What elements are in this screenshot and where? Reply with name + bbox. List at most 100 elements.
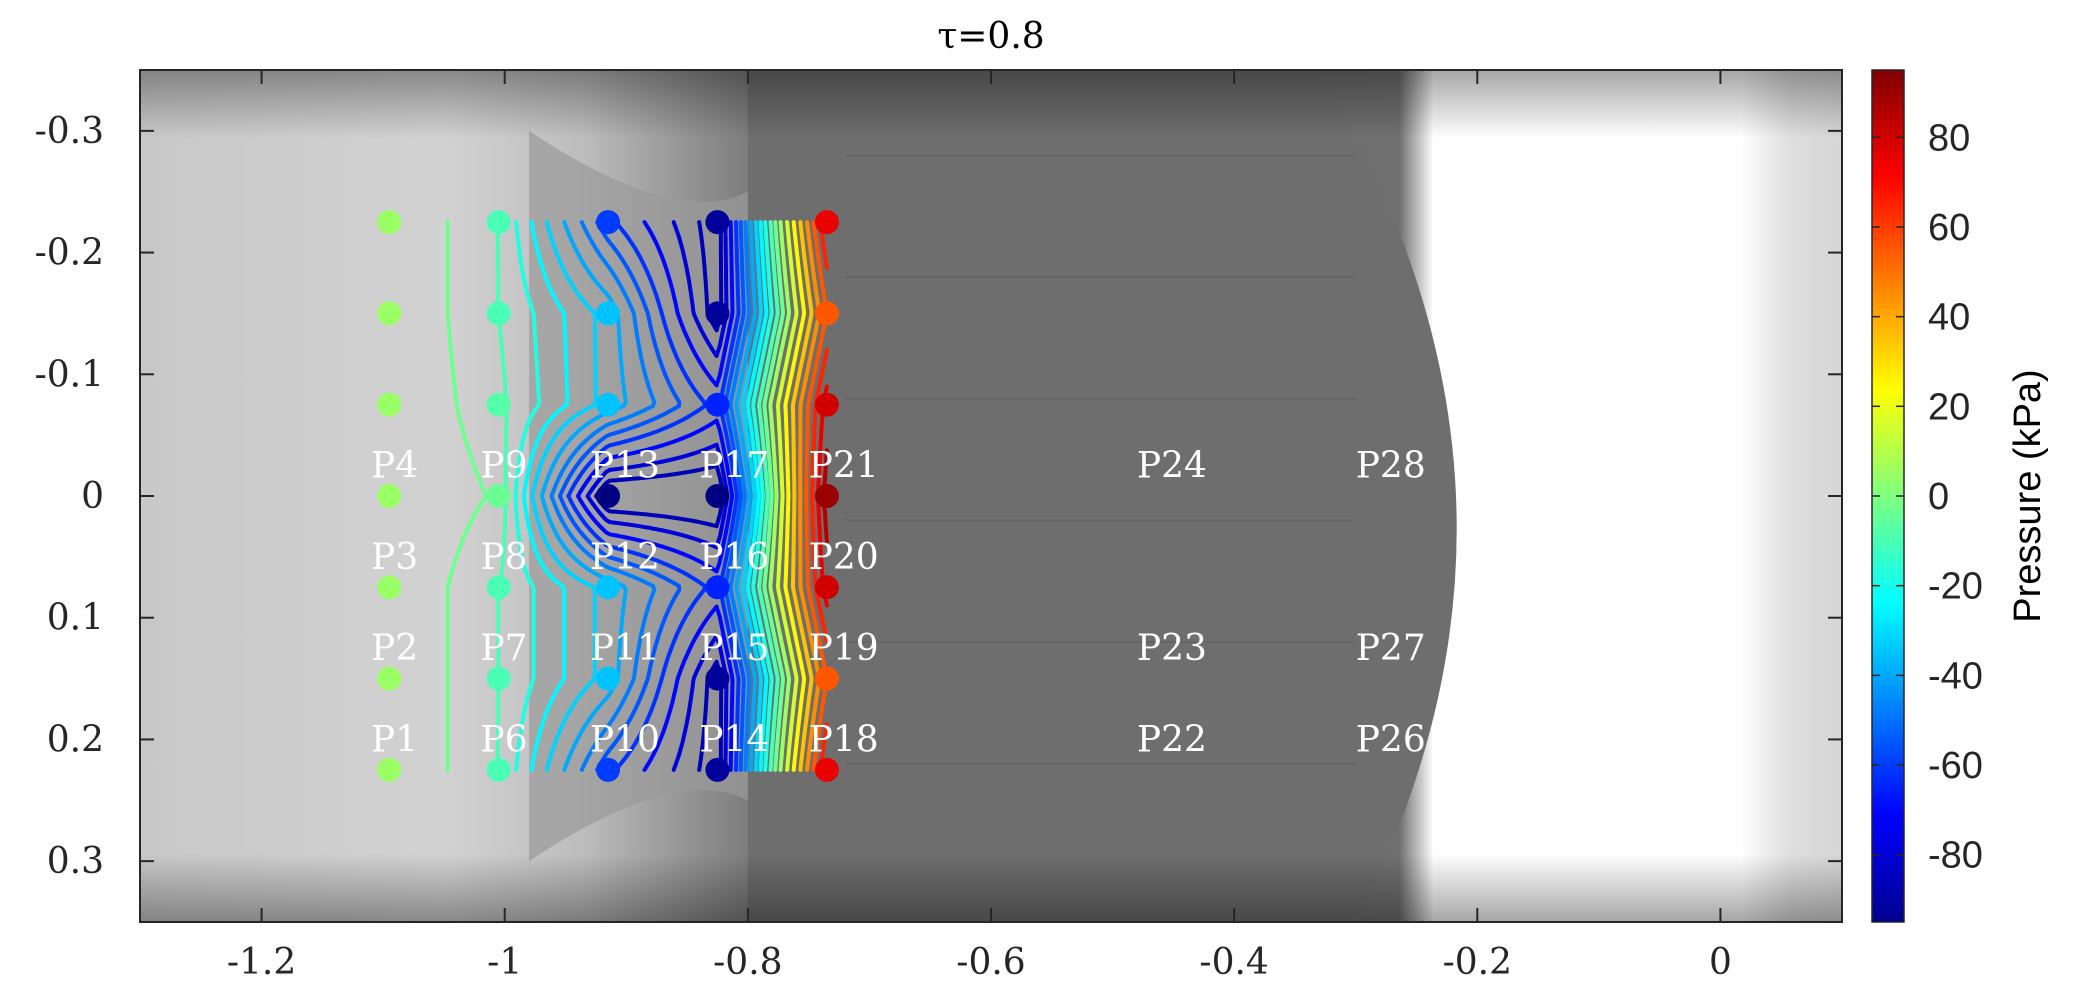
contour-line <box>445 220 785 772</box>
sensor-label: P <box>1575 719 1599 760</box>
contour-line <box>513 220 774 772</box>
colorbar-tick-label: 0 <box>1928 476 1949 518</box>
sensor-point <box>705 392 730 417</box>
sensor-point <box>486 757 511 782</box>
sensor-label: P21 <box>809 446 879 487</box>
y-tick-label: -0.1 <box>35 354 104 395</box>
contour-line <box>804 220 829 772</box>
sensor-point <box>486 484 511 508</box>
x-axis: -1.2 -1 -0.8 -0.6 -0.4 -0.2 0 <box>227 70 1732 983</box>
contour-line <box>585 220 730 772</box>
sensor-label: P4 <box>371 446 418 487</box>
colorbar-tick-label: -60 <box>1928 745 1983 787</box>
sensor-label: P23 <box>1137 628 1207 669</box>
sensor-label: P28 <box>1356 446 1426 487</box>
sensor-label: P17 <box>699 446 769 487</box>
x-tick-label: -0.4 <box>1199 942 1268 983</box>
x-tick-label: 0 <box>1709 942 1732 983</box>
colorbar-label: Pressure (kPa) <box>2007 369 2049 622</box>
colorbar-ticks: -80 -60 -40 -20 0 20 40 60 80 <box>1872 117 1983 877</box>
sensor-point <box>486 575 511 600</box>
y-tick-label: 0 <box>81 476 104 517</box>
sensor-point <box>377 666 402 691</box>
sensor-label: P16 <box>699 537 769 578</box>
sensor-label: P15 <box>699 628 769 669</box>
sensor-label: P18 <box>809 719 879 760</box>
sensor-label: P27 <box>1356 628 1426 669</box>
sensor-point <box>814 210 839 235</box>
sensor-point <box>596 575 621 600</box>
sensor-labels: P1 P2 P3 P4 P6 P7 P8 P9 P10 P11 P12 P13 P14 P15 P16 P17… <box>371 446 1645 761</box>
chart-title: τ=0.8 <box>937 16 1044 57</box>
sensor-point <box>705 666 730 691</box>
sensor-point <box>814 575 839 600</box>
sensor-point <box>705 757 730 782</box>
contour-line <box>521 220 769 772</box>
sensor-point <box>814 757 839 782</box>
contour-line <box>783 220 807 772</box>
y-tick-label: 0.1 <box>47 598 104 639</box>
sensor-point <box>486 210 511 235</box>
sensor-label: P22 <box>1137 719 1207 760</box>
sensor-point <box>596 666 621 691</box>
sensor-point <box>596 757 621 782</box>
sensor-point <box>814 666 839 691</box>
sensor-point <box>377 301 402 326</box>
sensor-label: P10 <box>590 719 660 760</box>
colorbar-tick-label: 40 <box>1928 297 1970 339</box>
contour-lines <box>445 220 829 772</box>
sensor-label: P9 <box>480 446 527 487</box>
sensor-point <box>377 392 402 417</box>
sensor-point <box>596 392 621 417</box>
sensor-label: P19 <box>809 628 879 669</box>
sensor-point <box>596 210 621 235</box>
sensor-point <box>486 666 511 691</box>
y-tick-label: -0.2 <box>35 233 104 274</box>
sensor-label: P14 <box>699 719 769 760</box>
sensor-point <box>705 301 730 326</box>
contour-line <box>530 220 764 772</box>
sensor-point <box>377 757 402 782</box>
y-axis: -0.3 -0.2 -0.1 0 0.1 0.2 0.3 <box>35 111 1842 882</box>
x-tick-label: -1.2 <box>227 942 296 983</box>
sensor-label: P30 <box>1575 446 1645 487</box>
sensor-label: P11 <box>590 628 660 669</box>
sensor-label: P8 <box>480 537 527 578</box>
y-tick-label: -0.3 <box>35 111 104 152</box>
sensor-label: P13 <box>590 446 660 487</box>
contour-line <box>576 220 735 772</box>
sensor-label: P2 <box>371 628 418 669</box>
colorbar-tick-label: 60 <box>1928 207 1970 249</box>
sensor-point <box>814 392 839 417</box>
contour-line <box>549 220 752 772</box>
colorbar-tick-label: -20 <box>1928 566 1983 608</box>
sensor-label: P3 <box>371 537 418 578</box>
sensor-point <box>705 484 730 508</box>
sensor-points <box>377 210 839 782</box>
colorbar-tick-label: -80 <box>1928 835 1983 877</box>
sensor-point <box>377 210 402 235</box>
sensor-label: P24 <box>1137 446 1207 487</box>
y-tick-label: 0.3 <box>47 841 104 882</box>
sensor-point <box>377 484 402 508</box>
sensor-point <box>596 301 621 326</box>
sensor-point <box>705 575 730 600</box>
contour-line <box>790 220 814 772</box>
sensor-point <box>705 210 730 235</box>
sensor-point <box>814 301 839 326</box>
sensor-point <box>596 484 621 508</box>
sensor-label: P6 <box>480 719 527 760</box>
x-tick-label: -0.8 <box>713 942 782 983</box>
sensor-point <box>486 392 511 417</box>
sensor-label: P26 <box>1356 719 1426 760</box>
x-tick-label: -0.2 <box>1443 942 1512 983</box>
contour-line <box>775 220 799 772</box>
background-image <box>140 70 1842 922</box>
contour-line <box>798 220 822 772</box>
colorbar-tick-label: -40 <box>1928 655 1983 697</box>
plot-area: P1 P2 P3 P4 P6 P7 P8 P9 P10 P11 P12 P13 P14 P15 P16 P17… <box>35 69 1843 983</box>
sensor-point <box>486 301 511 326</box>
sensor-label: P1 <box>371 719 418 760</box>
colorbar-tick-label: 80 <box>1928 117 1970 159</box>
